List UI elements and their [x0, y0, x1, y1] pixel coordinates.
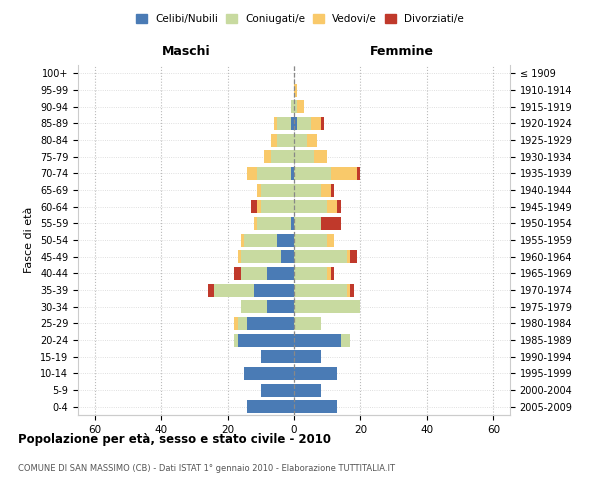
Text: Maschi: Maschi — [161, 45, 211, 58]
Bar — [294, 334, 341, 346]
Bar — [294, 134, 307, 146]
Bar — [268, 267, 294, 280]
Text: Popolazione per età, sesso e stato civile - 2010: Popolazione per età, sesso e stato civil… — [18, 432, 331, 446]
Bar — [331, 267, 334, 280]
Bar — [314, 150, 327, 163]
Bar — [277, 117, 290, 130]
Bar — [347, 250, 350, 263]
Bar — [327, 234, 334, 246]
Bar — [247, 317, 294, 330]
Bar — [261, 350, 294, 363]
Y-axis label: Fasce di età: Fasce di età — [25, 207, 34, 273]
Bar — [241, 234, 244, 246]
Bar — [294, 117, 298, 130]
Bar — [294, 284, 347, 296]
Bar — [254, 284, 294, 296]
Bar — [290, 100, 294, 113]
Bar — [290, 217, 294, 230]
Bar — [331, 167, 357, 180]
Bar — [294, 150, 314, 163]
Bar — [350, 284, 354, 296]
Bar — [350, 250, 357, 263]
Text: Femmine: Femmine — [370, 45, 434, 58]
Bar — [264, 150, 271, 163]
Bar — [274, 117, 277, 130]
Bar — [234, 317, 238, 330]
Bar — [294, 100, 298, 113]
Bar — [294, 84, 298, 96]
Bar — [327, 200, 337, 213]
Bar — [244, 234, 277, 246]
Bar — [294, 384, 320, 396]
Bar — [257, 217, 290, 230]
Bar — [311, 117, 320, 130]
Bar — [298, 100, 304, 113]
Bar — [254, 217, 257, 230]
Bar — [208, 284, 214, 296]
Bar — [268, 300, 294, 313]
Bar — [320, 217, 341, 230]
Bar — [294, 167, 331, 180]
Bar — [327, 267, 331, 280]
Bar — [234, 334, 238, 346]
Bar — [238, 250, 241, 263]
Bar — [294, 350, 320, 363]
Bar — [257, 200, 261, 213]
Bar — [320, 117, 324, 130]
Bar — [261, 184, 294, 196]
Bar — [298, 117, 311, 130]
Bar — [271, 150, 294, 163]
Bar — [241, 250, 281, 263]
Bar — [251, 200, 257, 213]
Bar — [294, 300, 361, 313]
Bar — [294, 217, 320, 230]
Bar — [277, 134, 294, 146]
Bar — [347, 284, 350, 296]
Bar — [331, 184, 334, 196]
Bar — [281, 250, 294, 263]
Bar — [244, 367, 294, 380]
Bar — [290, 117, 294, 130]
Bar — [357, 167, 361, 180]
Bar — [294, 184, 320, 196]
Bar — [214, 284, 254, 296]
Bar — [320, 184, 331, 196]
Bar — [241, 267, 268, 280]
Bar — [307, 134, 317, 146]
Text: COMUNE DI SAN MASSIMO (CB) - Dati ISTAT 1° gennaio 2010 - Elaborazione TUTTITALI: COMUNE DI SAN MASSIMO (CB) - Dati ISTAT … — [18, 464, 395, 473]
Bar — [294, 400, 337, 413]
Bar — [234, 267, 241, 280]
Bar — [277, 234, 294, 246]
Bar — [341, 334, 350, 346]
Bar — [294, 367, 337, 380]
Bar — [257, 167, 290, 180]
Bar — [294, 234, 327, 246]
Bar — [271, 134, 277, 146]
Bar — [337, 200, 341, 213]
Bar — [261, 384, 294, 396]
Bar — [290, 167, 294, 180]
Bar — [294, 200, 327, 213]
Bar — [294, 250, 347, 263]
Bar — [257, 184, 261, 196]
Bar — [294, 267, 327, 280]
Bar — [261, 200, 294, 213]
Bar — [241, 300, 268, 313]
Bar — [238, 317, 247, 330]
Legend: Celibi/Nubili, Coniugati/e, Vedovi/e, Divorziati/e: Celibi/Nubili, Coniugati/e, Vedovi/e, Di… — [132, 10, 468, 29]
Bar — [247, 400, 294, 413]
Bar — [294, 317, 320, 330]
Bar — [247, 167, 257, 180]
Bar — [238, 334, 294, 346]
